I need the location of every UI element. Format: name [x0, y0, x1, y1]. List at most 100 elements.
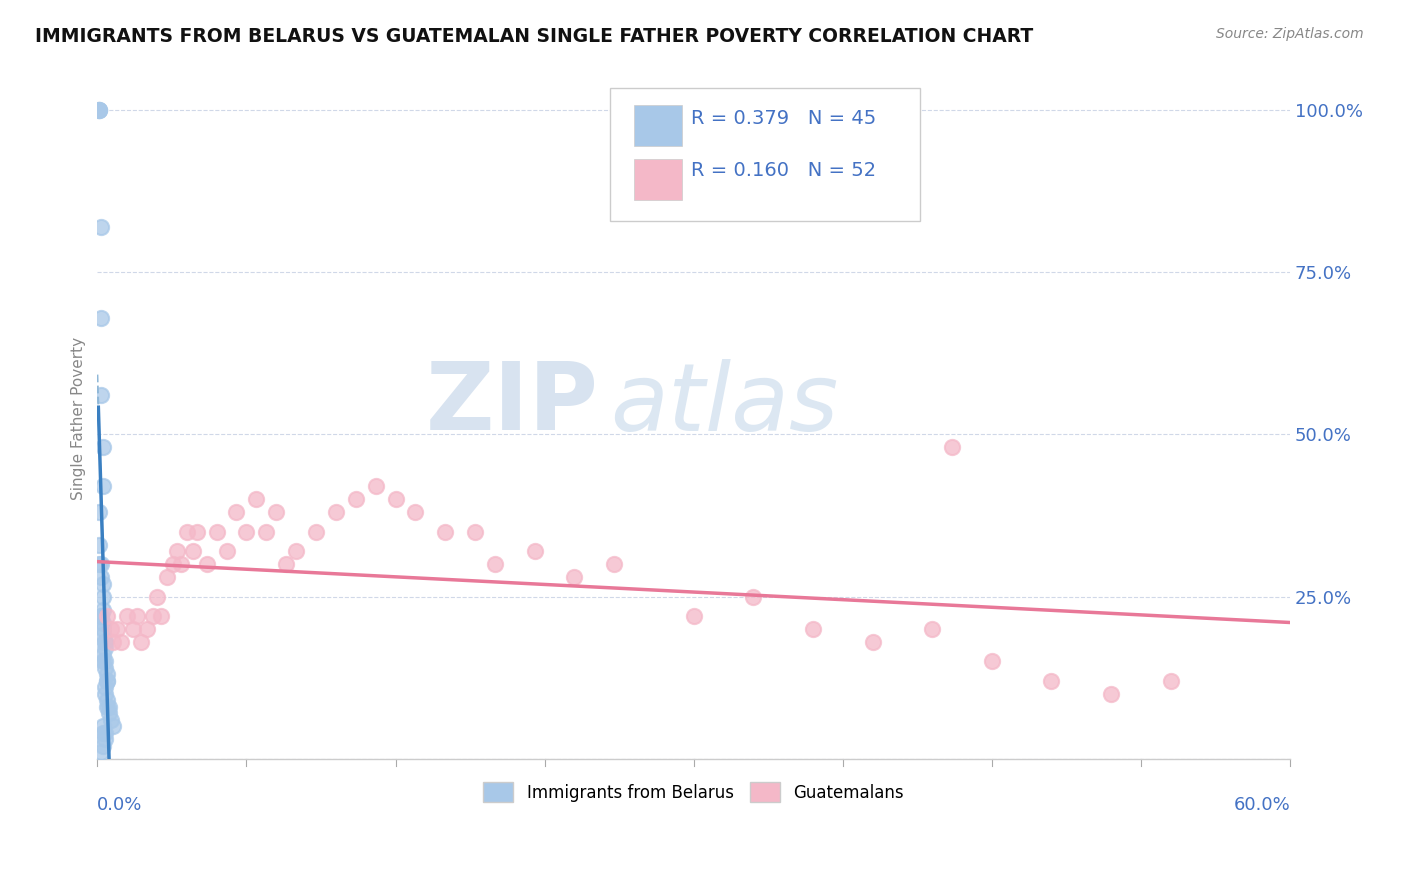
- Point: [156, 570, 179, 584]
- Point: [404, 505, 426, 519]
- Point: [103, 635, 125, 649]
- FancyBboxPatch shape: [634, 104, 682, 145]
- Point: [742, 590, 765, 604]
- Text: atlas: atlas: [610, 359, 838, 450]
- Point: [89, 557, 111, 571]
- Point: [91, 615, 114, 630]
- Point: [921, 622, 943, 636]
- Point: [464, 524, 486, 539]
- Point: [96, 699, 118, 714]
- Point: [90, 219, 112, 234]
- Point: [564, 570, 586, 584]
- Point: [91, 655, 114, 669]
- Point: [285, 544, 308, 558]
- Point: [89, 103, 111, 117]
- Point: [89, 103, 111, 117]
- Point: [94, 635, 117, 649]
- Point: [181, 544, 204, 558]
- Point: [166, 544, 188, 558]
- Point: [523, 544, 546, 558]
- Point: [205, 524, 228, 539]
- Point: [129, 635, 152, 649]
- Point: [91, 479, 114, 493]
- Point: [91, 648, 114, 662]
- Text: IMMIGRANTS FROM BELARUS VS GUATEMALAN SINGLE FATHER POVERTY CORRELATION CHART: IMMIGRANTS FROM BELARUS VS GUATEMALAN SI…: [35, 27, 1033, 45]
- Point: [96, 667, 118, 681]
- Point: [980, 655, 1002, 669]
- Point: [90, 609, 112, 624]
- Point: [90, 745, 112, 759]
- Point: [344, 492, 367, 507]
- Point: [91, 602, 114, 616]
- Text: 0.0%: 0.0%: [97, 797, 143, 814]
- Point: [122, 622, 145, 636]
- Point: [91, 739, 114, 753]
- Point: [176, 524, 198, 539]
- Point: [162, 557, 184, 571]
- Point: [94, 732, 117, 747]
- Point: [264, 505, 287, 519]
- Point: [254, 524, 277, 539]
- Text: R = 0.160   N = 52: R = 0.160 N = 52: [692, 161, 876, 180]
- Y-axis label: Single Father Poverty: Single Father Poverty: [72, 336, 86, 500]
- Point: [434, 524, 457, 539]
- Point: [235, 524, 257, 539]
- Point: [110, 635, 132, 649]
- Point: [89, 505, 111, 519]
- Point: [91, 726, 114, 740]
- FancyBboxPatch shape: [634, 159, 682, 200]
- Point: [325, 505, 347, 519]
- Text: 60.0%: 60.0%: [1233, 797, 1291, 814]
- Point: [146, 590, 169, 604]
- Point: [91, 719, 114, 733]
- Point: [127, 609, 149, 624]
- Text: R = 0.379   N = 45: R = 0.379 N = 45: [692, 110, 876, 128]
- Point: [1160, 673, 1182, 688]
- Point: [1099, 687, 1122, 701]
- Point: [89, 538, 111, 552]
- Point: [90, 388, 112, 402]
- Point: [862, 635, 884, 649]
- Point: [90, 570, 112, 584]
- Point: [91, 622, 114, 636]
- Point: [225, 505, 247, 519]
- Point: [364, 479, 387, 493]
- Text: ZIP: ZIP: [426, 359, 599, 450]
- Point: [136, 622, 159, 636]
- FancyBboxPatch shape: [610, 87, 921, 220]
- Point: [215, 544, 238, 558]
- Point: [94, 687, 117, 701]
- Point: [100, 622, 122, 636]
- Point: [98, 706, 121, 721]
- Point: [186, 524, 208, 539]
- Point: [89, 103, 111, 117]
- Point: [90, 609, 112, 624]
- Point: [103, 719, 125, 733]
- Point: [195, 557, 218, 571]
- Point: [90, 310, 112, 325]
- Point: [100, 713, 122, 727]
- Point: [91, 590, 114, 604]
- Point: [91, 628, 114, 642]
- Point: [115, 609, 138, 624]
- Point: [94, 655, 117, 669]
- Point: [384, 492, 406, 507]
- Point: [94, 641, 117, 656]
- Legend: Immigrants from Belarus, Guatemalans: Immigrants from Belarus, Guatemalans: [477, 776, 911, 808]
- Point: [305, 524, 328, 539]
- Point: [94, 681, 117, 695]
- Point: [276, 557, 298, 571]
- Point: [98, 699, 121, 714]
- Point: [1040, 673, 1063, 688]
- Point: [94, 635, 117, 649]
- Point: [142, 609, 165, 624]
- Point: [91, 576, 114, 591]
- Point: [682, 609, 704, 624]
- Point: [96, 673, 118, 688]
- Point: [94, 726, 117, 740]
- Point: [96, 673, 118, 688]
- Point: [94, 661, 117, 675]
- Point: [96, 609, 118, 624]
- Point: [91, 440, 114, 454]
- Text: Source: ZipAtlas.com: Source: ZipAtlas.com: [1216, 27, 1364, 41]
